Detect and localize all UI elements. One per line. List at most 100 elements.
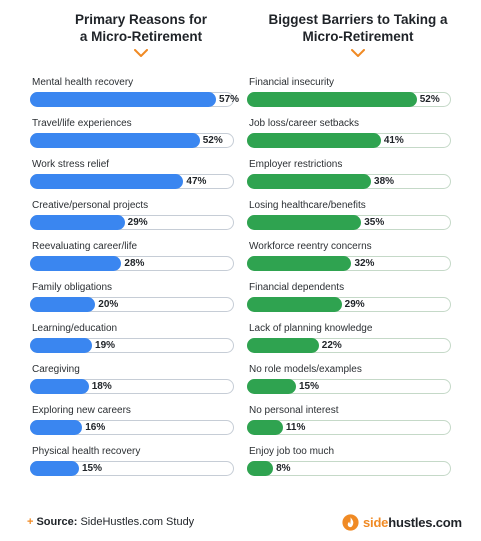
bar-row: No role models/examples 15% [247,360,469,401]
bar-row: Lack of planning knowledge 22% [247,319,469,360]
logo-wordmark: sidehustles.com [363,515,462,530]
bar-track: 19% [30,338,234,353]
bar-value-label: 29% [127,217,148,228]
bar-track: 15% [247,379,451,394]
bar-value-label: 8% [276,463,291,474]
bar-row: Family obligations 20% [30,278,252,319]
bar-value-label: 52% [419,94,440,105]
bar-track: 29% [247,297,451,312]
bar-row: Reevaluating career/life 28% [30,237,252,278]
bar-fill [247,461,274,476]
bar-row: Employer restrictions 38% [247,155,469,196]
bar-category-label: Creative/personal projects [32,200,149,211]
bar-track: 52% [247,92,451,107]
bar-category-label: Lack of planning knowledge [249,323,373,334]
bar-track: 29% [30,215,234,230]
bar-track: 28% [30,256,234,271]
bar-fill [30,338,93,353]
bar-value-label: 47% [186,176,207,187]
bar-fill [247,338,319,353]
source-note: + Source: SideHustles.com Study [27,516,194,528]
bar-category-label: Enjoy job too much [249,446,335,457]
bar-track: 8% [247,461,451,476]
bar-row: Financial insecurity 52% [247,73,469,114]
bar-fill [30,420,83,435]
bar-track: 32% [247,256,451,271]
bar-category-label: Family obligations [32,282,113,293]
bar-fill [247,133,381,148]
bar-track: 20% [30,297,234,312]
bar-fill [247,174,372,189]
bar-value-label: 16% [85,422,106,433]
bar-row: Creative/personal projects 29% [30,196,252,237]
bar-row: Work stress relief 47% [30,155,252,196]
bar-value-label: 38% [374,176,395,187]
bar-row: Physical health recovery 15% [30,442,252,483]
logo-text-hustles: hustles.com [388,514,462,530]
bar-track: 11% [247,420,451,435]
bar-fill [30,133,200,148]
bar-track: 57% [30,92,239,107]
bar-category-label: No role models/examples [249,364,362,375]
bar-value-label: 15% [298,381,319,392]
bar-value-label: 11% [285,422,306,433]
bar-value-label: 52% [202,135,223,146]
bar-row: Exploring new careers 16% [30,401,252,442]
bar-value-label: 19% [95,340,116,351]
bar-fill [247,297,342,312]
bar-fill [247,256,352,271]
bar-category-label: Employer restrictions [249,159,343,170]
bar-value-label: 20% [98,299,119,310]
bar-fill [30,92,217,107]
bar-row: Financial dependents 29% [247,278,469,319]
bar-category-label: Travel/life experiences [32,118,132,129]
bar-category-label: Financial dependents [249,282,345,293]
bar-fill [30,297,96,312]
flame-logo-icon [342,513,359,531]
bar-value-label: 22% [321,340,342,351]
bar-value-label: 57% [219,94,240,105]
bar-row: Caregiving 18% [30,360,252,401]
plus-icon: + [27,516,34,528]
bar-row: Workforce reentry concerns 32% [247,237,469,278]
bar-track: 16% [30,420,234,435]
bar-fill [247,420,283,435]
bar-category-label: Reevaluating career/life [32,241,138,252]
bar-row: Losing healthcare/benefits 35% [247,196,469,237]
bar-track: 15% [30,461,234,476]
chevron-down-icon [351,49,365,57]
bar-track: 41% [247,133,451,148]
bar-category-label: Financial insecurity [249,77,335,88]
bar-track: 38% [247,174,451,189]
bar-value-label: 32% [354,258,375,269]
bar-row: Job loss/career setbacks 41% [247,114,469,155]
sidehustles-logo: sidehustles.com [342,512,462,532]
bar-category-label: Job loss/career setbacks [249,118,360,129]
bar-category-label: Caregiving [32,364,80,375]
bar-value-label: 18% [91,381,112,392]
bar-category-label: Physical health recovery [32,446,141,457]
barriers-chart: Biggest Barriers to Taking a Micro-Retir… [247,0,469,476]
bar-value-label: 15% [81,463,102,474]
bar-category-label: Exploring new careers [32,405,131,416]
source-label: Source: [36,516,78,528]
bar-row: Enjoy job too much 8% [247,442,469,483]
bar-fill [30,174,184,189]
bar-value-label: 29% [344,299,365,310]
barriers-chart-title: Biggest Barriers to Taking a Micro-Retir… [268,12,448,44]
bar-fill [30,461,79,476]
reasons-chart-title: Primary Reasons for a Micro-Retirement [74,12,208,44]
bar-track: 47% [30,174,234,189]
bar-value-label: 28% [124,258,145,269]
bar-row: No personal interest 11% [247,401,469,442]
bar-row: Learning/education 19% [30,319,252,360]
bar-fill [247,379,296,394]
bar-track: 52% [30,133,234,148]
bar-category-label: No personal interest [249,405,339,416]
bar-track: 22% [247,338,451,353]
bar-row: Mental health recovery 57% [30,73,252,114]
bar-category-label: Learning/education [32,323,118,334]
bar-track: 18% [30,379,234,394]
bar-category-label: Work stress relief [32,159,110,170]
bar-value-label: 41% [383,135,404,146]
